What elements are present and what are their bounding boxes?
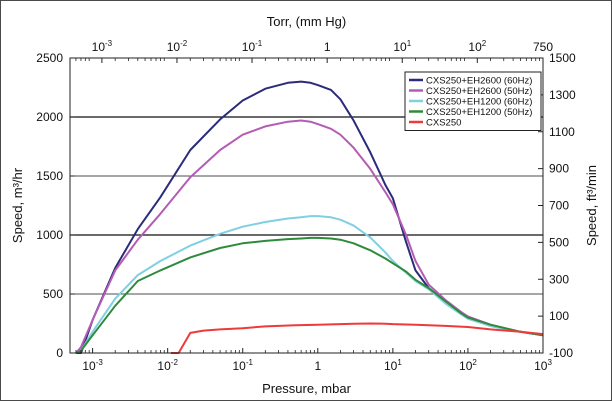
y-tick-label: 2500 [36,51,63,65]
series-line [75,236,544,354]
legend-label: CXS250+EH1200 (50Hz) [426,107,532,118]
x2-tick-label: 10-3 [92,39,113,54]
y2-tick-label: 1100 [549,125,575,139]
x2-tick-label: 10-2 [167,39,188,54]
x-tick-label: 10-1 [232,358,253,373]
x-tick-label: 103 [534,358,552,373]
y-tick-label: 2000 [36,110,63,124]
legend-label: CXS250+EH1200 (60Hz) [426,97,532,108]
x-tick-label: 10-2 [157,358,178,373]
x2-tick-label: 10-1 [242,39,263,54]
x2-tick-label: 1 [324,40,331,54]
legend-label: CXS250+EH2600 (60Hz) [426,76,532,87]
x-tick-label: 10-3 [82,358,103,373]
legend-box [404,71,542,131]
y-tick-label: 1500 [36,169,63,183]
y-tick-label: 1000 [36,228,63,242]
series-line [75,215,544,354]
y2-tick-label: -100 [549,346,573,360]
x2-tick-label: 101 [393,39,411,54]
x-tick-label: 1 [314,359,321,373]
tick-marks [69,57,544,354]
y2-tick-label: 700 [549,199,569,213]
x-tick-label: 102 [459,358,477,373]
top-axis-title: Torr, (mm Hg) [267,14,346,29]
y2-tick-label: 100 [549,309,569,323]
y2-axis-title: Speed, ft³/min [584,165,599,246]
y2-tick-label: 900 [549,162,569,176]
y2-tick-label: 1500 [549,51,576,65]
x-axis-title: Pressure, mbar [262,381,352,396]
x-tick-label: 101 [384,358,402,373]
y-axis-title: Speed, m³/hr [10,167,25,243]
legend-label: CXS250 [426,118,461,129]
series-line [170,322,544,354]
y-tick-label: 500 [43,287,63,301]
legend-label: CXS250+EH2600 (50Hz) [426,86,532,97]
tick-labels: 10-3 10-2 10-1 1 101 102 103 10-3 10-2 10-1 1 101 10… [36,39,576,373]
data-series [75,80,544,354]
legend: CXS250+EH2600 (60Hz)CXS250+EH2600 (50Hz)… [404,71,542,131]
y2-tick-label: 500 [549,235,569,249]
x2-tick-label: 102 [468,39,486,54]
y-tick-label: 0 [56,346,63,360]
x2-tick-label: 750 [533,40,553,54]
y2-tick-label: 300 [549,272,569,286]
y2-tick-label: 1300 [549,88,576,102]
